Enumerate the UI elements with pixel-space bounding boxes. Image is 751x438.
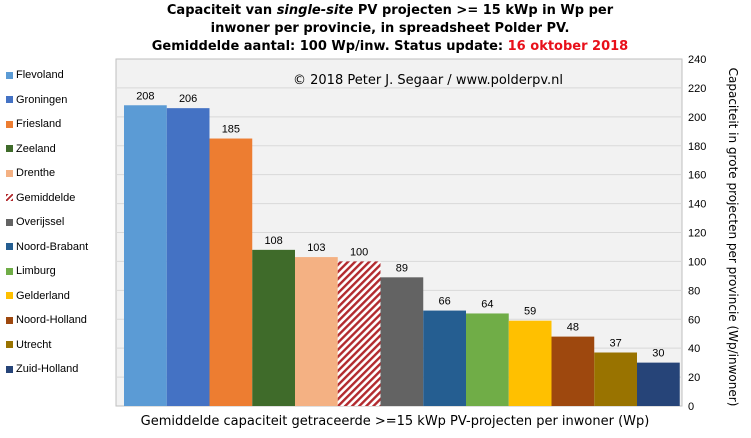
- title-line-1: Capaciteit van single-site PV projecten …: [166, 3, 614, 18]
- legend-label: Noord-Brabant: [16, 240, 89, 253]
- bar-limburg: [466, 313, 509, 406]
- legend-swatch: [6, 341, 13, 348]
- data-label: 103: [307, 242, 325, 254]
- bar-gelderland: [508, 320, 552, 406]
- legend-label: Friesland: [16, 118, 62, 130]
- data-label: 30: [652, 348, 664, 360]
- data-label: 59: [524, 306, 536, 318]
- legend-label: Utrecht: [16, 338, 52, 351]
- legend-label: Zeeland: [16, 142, 56, 155]
- legend-label: Gemiddelde: [16, 191, 76, 204]
- status-date: 16 oktober 2018: [507, 39, 629, 54]
- bar-noord-brabant: [423, 310, 466, 406]
- legend-swatch: [6, 71, 13, 79]
- legend-item: Overijssel: [6, 215, 64, 229]
- legend-item: Groningen: [6, 93, 67, 107]
- bars: [124, 105, 680, 407]
- bar-gemiddelde: [337, 261, 381, 406]
- y-tick-label: 100: [688, 256, 706, 268]
- data-label: 108: [264, 235, 282, 247]
- bar-zuid-holland: [637, 362, 680, 406]
- data-label: 185: [222, 124, 240, 136]
- y-tick-label: 0: [688, 401, 694, 413]
- legend-label: Groningen: [16, 93, 68, 106]
- legend-label: Limburg: [16, 265, 56, 277]
- legend-swatch: [6, 316, 13, 324]
- legend-swatch: [6, 194, 13, 201]
- y-tick-label: 120: [688, 228, 706, 240]
- legend-swatch: [6, 267, 13, 275]
- legend-swatch: [6, 145, 13, 152]
- bar-drenthe: [295, 257, 338, 406]
- data-label: 37: [610, 338, 622, 350]
- legend-item: Limburg: [6, 264, 56, 278]
- legend-item: Flevoland: [6, 68, 64, 82]
- bar-groningen: [166, 108, 210, 407]
- legend-label: Noord-Holland: [16, 314, 87, 326]
- legend-swatch: [6, 120, 13, 128]
- legend-swatch: [6, 169, 13, 177]
- legend-item: Utrecht: [6, 338, 51, 352]
- y-axis-label: Capaciteit in grote projecten per provin…: [726, 67, 740, 407]
- legend-item: Gemiddelde: [6, 191, 75, 205]
- bar-utrecht: [594, 352, 637, 406]
- y-tick-label: 60: [688, 314, 700, 326]
- legend-swatch: [6, 218, 13, 226]
- legend-label: Flevoland: [16, 69, 64, 81]
- legend-label: Gelderland: [16, 289, 70, 302]
- bar-friesland: [209, 138, 253, 407]
- legend-item: Zuid-Holland: [6, 362, 78, 376]
- x-axis-label: Gemiddelde capaciteit getraceerde >=15 k…: [140, 414, 650, 429]
- legend-item: Noord-Brabant: [6, 240, 88, 254]
- y-tick-label: 40: [688, 343, 700, 355]
- y-tick-label: 20: [688, 372, 700, 384]
- y-tick-label: 140: [688, 199, 706, 211]
- data-label: 100: [350, 246, 368, 258]
- data-label: 48: [567, 322, 579, 334]
- legend-swatch: [6, 96, 13, 103]
- data-labels: 208 206 185 108 103 100 89 66 64 59 48 37 30: [136, 90, 664, 359]
- bar-noord-holland: [551, 336, 595, 406]
- legend-item: Noord-Holland: [6, 313, 87, 327]
- chart-title: Capaciteit van single-site PV projecten …: [110, 2, 670, 56]
- legend-label: Zuid-Holland: [16, 363, 79, 375]
- y-tick-label: 160: [688, 170, 706, 182]
- y-tick-label: 200: [688, 112, 706, 124]
- legend-swatch: [6, 243, 13, 250]
- y-tick-label: 220: [688, 83, 706, 95]
- y-tick-label: 180: [688, 141, 706, 153]
- bar-flevoland: [124, 105, 167, 407]
- legend-swatch: [6, 365, 13, 373]
- title-line-3: Gemiddelde aantal: 100 Wp/inw. Status up…: [151, 39, 629, 54]
- legend-item: Drenthe: [6, 166, 55, 180]
- data-label: 208: [136, 90, 154, 102]
- legend-label: Drenthe: [16, 167, 56, 179]
- legend-swatch: [6, 292, 13, 299]
- y-axis-ticks: 0 20 40 60 80 100 120 140 160 180 200 220 240: [688, 54, 706, 413]
- legend-label: Overijssel: [16, 216, 65, 228]
- data-label: 66: [439, 296, 451, 308]
- data-label: 206: [179, 93, 197, 105]
- copyright-note: © 2018 Peter J. Segaar / www.polderpv.nl: [293, 73, 563, 88]
- y-tick-label: 80: [688, 285, 700, 297]
- title-line-2: inwoner per provincie, in spreadsheet Po…: [210, 21, 570, 36]
- legend-item: Gelderland: [6, 289, 70, 303]
- bar-zeeland: [252, 249, 295, 406]
- legend-item: Friesland: [6, 117, 61, 131]
- data-label: 89: [396, 262, 408, 274]
- y-tick-label: 240: [688, 54, 706, 66]
- bar-overijssel: [380, 277, 424, 406]
- data-label: 64: [481, 298, 493, 310]
- legend-item: Zeeland: [6, 142, 56, 156]
